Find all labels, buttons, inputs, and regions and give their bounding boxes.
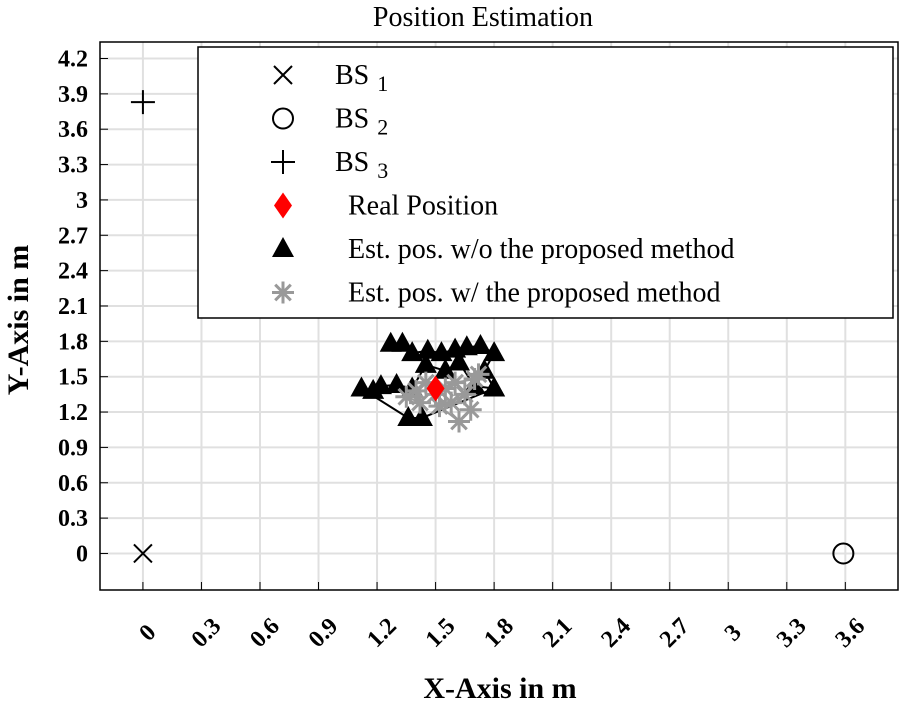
data-point-asterisk — [459, 398, 482, 421]
x-tick-label: 3 — [720, 620, 747, 647]
y-axis-label: Y-Axis in m — [2, 245, 35, 396]
data-point-asterisk — [428, 395, 451, 418]
series-diamond — [426, 375, 445, 402]
x-tick-label: 0.3 — [187, 613, 227, 653]
chart-title: Position Estimation — [373, 2, 593, 33]
legend-marker-x — [273, 65, 293, 85]
data-point-triangle — [385, 372, 408, 393]
x-axis-label: X-Axis in m — [423, 672, 576, 701]
data-point-triangle — [469, 334, 492, 355]
y-tick-label: 0 — [76, 541, 88, 567]
legend-label: BS 1 — [335, 60, 388, 96]
legend-label: Est. pos. w/ the proposed method — [348, 278, 721, 309]
data-point-x — [133, 543, 153, 564]
x-tick-label: 3.6 — [831, 613, 871, 653]
data-point-asterisk — [414, 371, 437, 394]
data-point-asterisk — [467, 363, 490, 386]
y-tick-labels: 0 0.3 0.6 0.9 1.2 1.5 1.8 2.1 2.4 2.7 3 3.3 3.6 3.9 4.… — [58, 46, 88, 567]
x-tick-label: 1.2 — [362, 613, 402, 653]
y-tick-label: 2.7 — [58, 223, 88, 249]
legend-box — [197, 46, 894, 319]
data-point-triangle — [416, 338, 439, 359]
data-point-asterisk — [453, 383, 476, 406]
x-tick-label: 3.3 — [772, 613, 812, 653]
y-tick-label: 2.1 — [58, 294, 88, 320]
series-o — [832, 542, 855, 565]
y-tick-label: 0.9 — [58, 435, 88, 461]
data-point-asterisk — [444, 371, 467, 394]
legend-item: Real Position — [274, 191, 498, 222]
series-x — [133, 543, 153, 564]
legend-marker-triangle — [272, 237, 294, 257]
x-tick-label: 2.7 — [655, 613, 695, 653]
y-tick-label: 1.5 — [58, 365, 88, 391]
plot-frame — [99, 41, 899, 591]
data-point-asterisk — [434, 377, 457, 400]
y-tick-label: 3 — [76, 188, 88, 214]
legend-marker-diamond — [274, 192, 292, 219]
x-tick-label: 0 — [135, 620, 162, 647]
data-point-asterisk — [395, 385, 418, 408]
x-tick-label: 0.9 — [304, 613, 344, 653]
data-point-triangle — [483, 376, 506, 397]
y-tick-label: 4.2 — [58, 46, 88, 72]
legend-subscript: 1 — [377, 71, 388, 96]
legend-label: Real Position — [348, 191, 498, 222]
data-point-triangle — [434, 358, 457, 379]
legend-marker-o — [272, 107, 294, 130]
data-point-triangle — [414, 352, 437, 373]
series-+ — [130, 90, 155, 115]
data-point-asterisk — [405, 379, 428, 402]
legend-label: Est. pos. w/o the proposed method — [348, 234, 735, 265]
legend-subscript: 3 — [377, 158, 388, 183]
y-tick-label: 1.2 — [58, 400, 88, 426]
x-tick-labels: 0 0.3 0.6 0.9 1.2 1.5 1.8 2.1 2.4 2.7 3 3.3 3.6 — [135, 613, 871, 653]
y-tick-label: 2.4 — [58, 259, 88, 285]
data-point-triangle — [350, 376, 373, 397]
legend-subscript: 2 — [377, 115, 388, 140]
data-point-triangle — [401, 341, 424, 362]
x-tick-label: 2.4 — [596, 613, 636, 653]
legend-item: BS 1 — [273, 60, 388, 96]
data-point-asterisk — [440, 391, 463, 414]
data-marks — [130, 90, 855, 565]
data-point-triangle — [410, 405, 433, 426]
data-point-triangle — [448, 350, 471, 371]
y-tick-label: 0.3 — [58, 506, 88, 532]
legend-marker-asterisk — [272, 281, 294, 304]
x-tick-label: 1.8 — [479, 613, 519, 653]
y-tick-label: 3.6 — [58, 117, 88, 143]
y-tick-label: 1.8 — [58, 329, 88, 355]
y-tick-label: 3.9 — [58, 82, 88, 108]
x-tick-label: 2.1 — [538, 613, 578, 653]
legend-item: Est. pos. w/ the proposed method — [272, 278, 721, 309]
data-point-triangle — [483, 341, 506, 362]
data-point-+ — [130, 90, 155, 115]
data-point-diamond — [426, 375, 445, 402]
x-tick-label: 0.6 — [245, 613, 285, 653]
legend-item: Est. pos. w/o the proposed method — [272, 234, 735, 265]
data-point-asterisk — [448, 410, 471, 433]
data-point-o — [832, 542, 855, 565]
y-tick-label: 0.6 — [58, 471, 88, 497]
x-tick-label: 1.5 — [421, 613, 461, 653]
data-point-triangle — [391, 331, 414, 352]
y-tick-label: 3.3 — [58, 153, 88, 179]
legend-marker-+ — [271, 150, 295, 174]
data-point-asterisk — [408, 391, 431, 414]
